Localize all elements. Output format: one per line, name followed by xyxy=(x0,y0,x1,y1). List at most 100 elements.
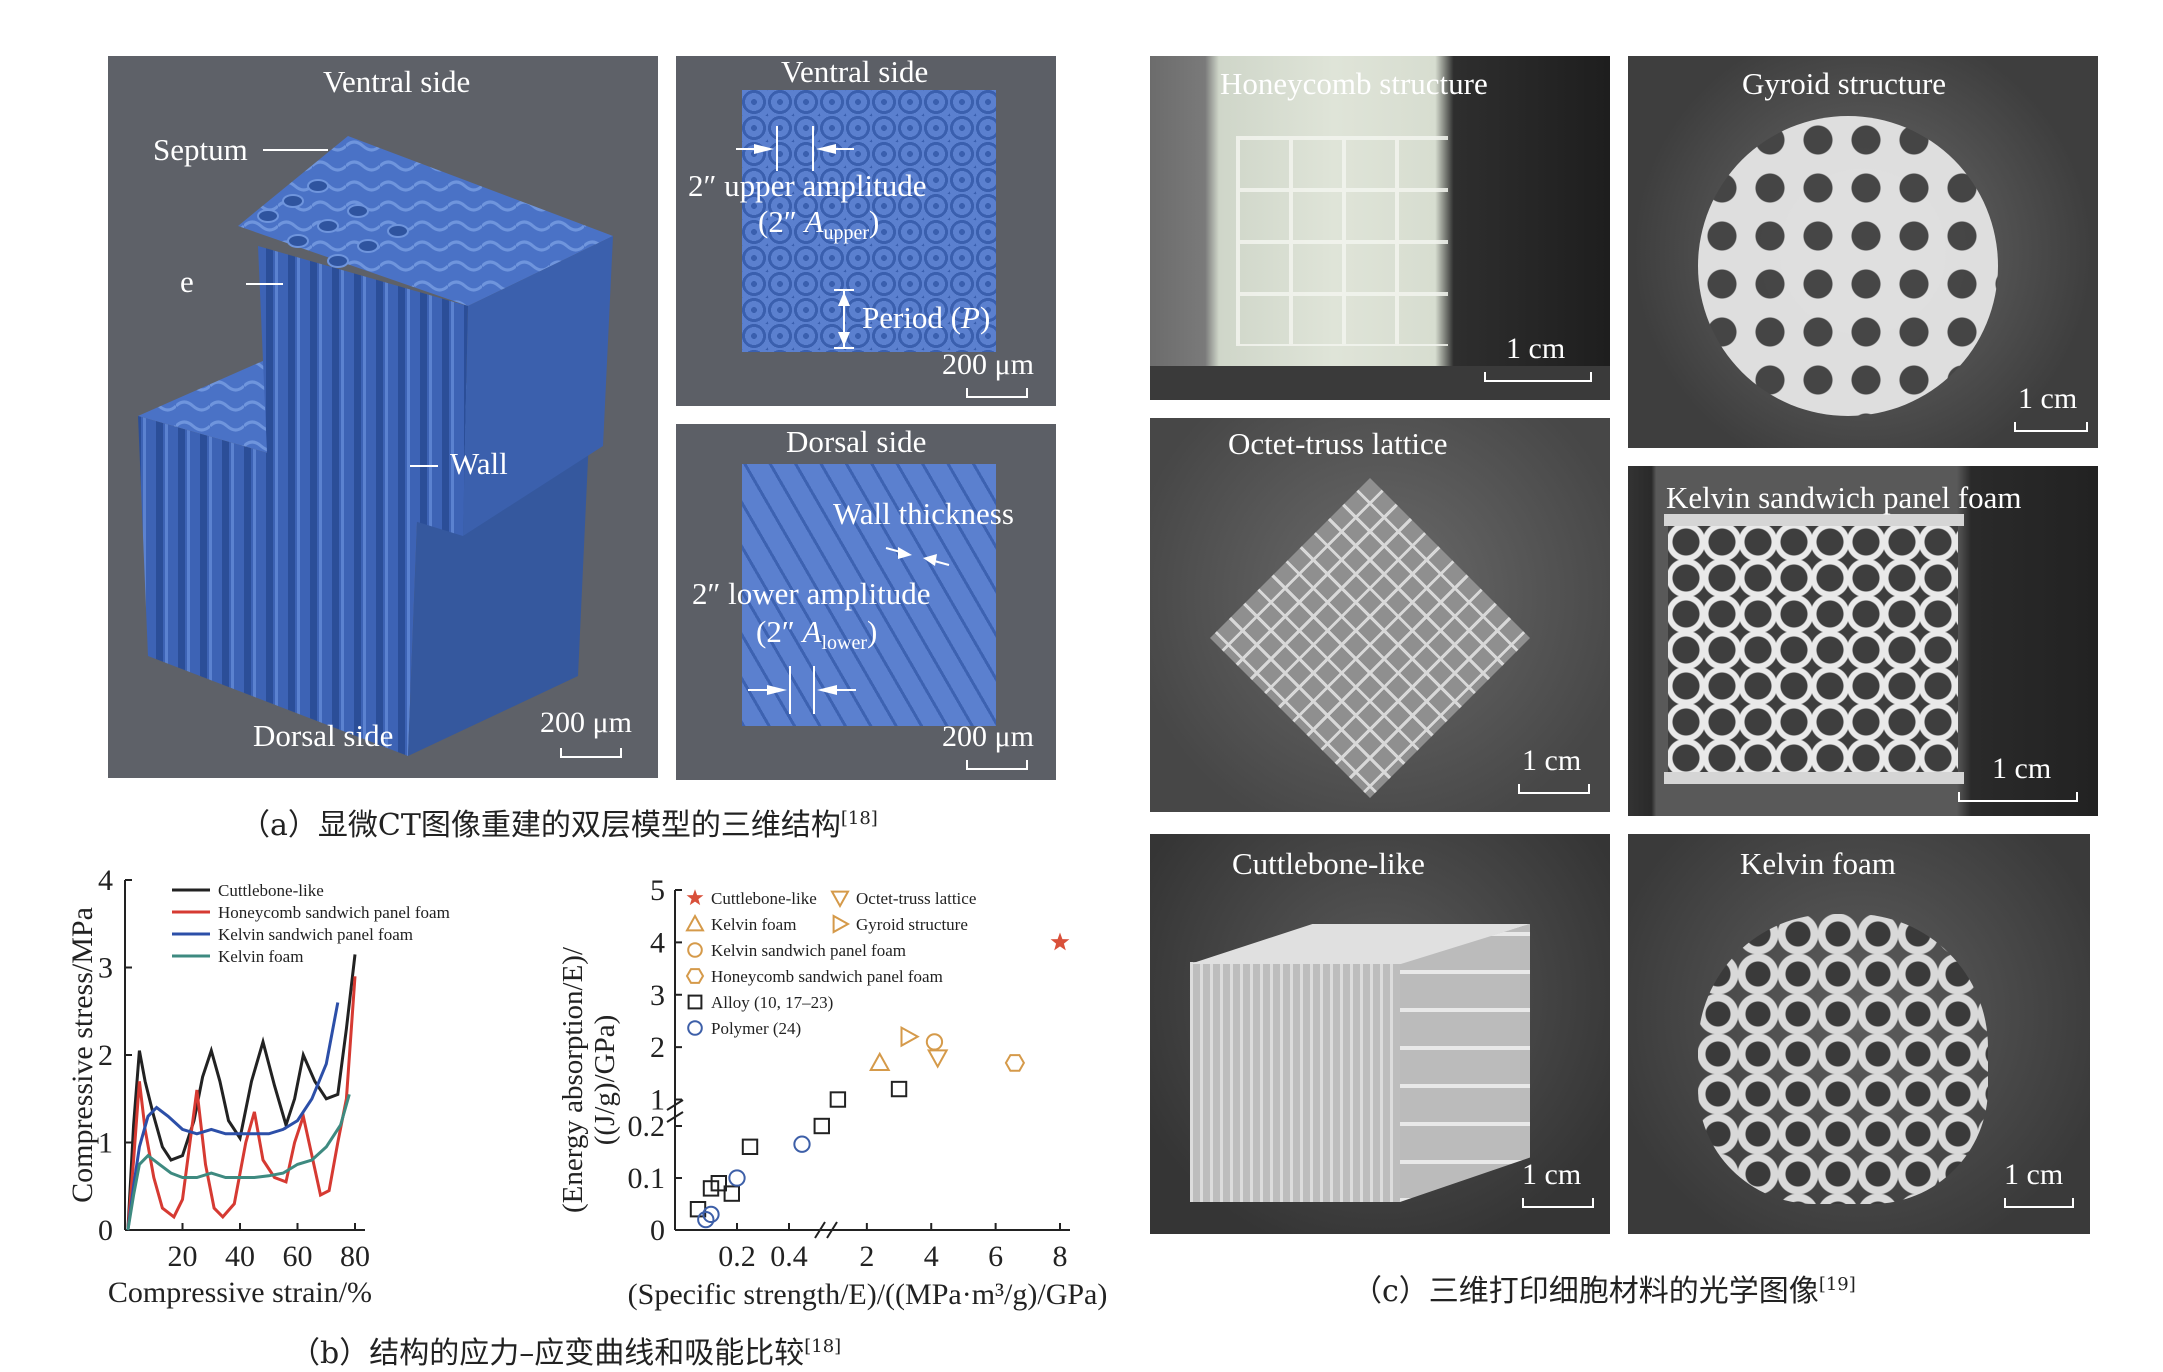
marker-circle xyxy=(687,942,703,958)
cuttlebone-3d-model-graphic xyxy=(138,136,613,756)
photo-scale-label: 1 cm xyxy=(1522,1158,1582,1191)
photo-scale-bar xyxy=(2014,422,2088,432)
marker-square xyxy=(687,994,703,1010)
y-tick-label: 4 xyxy=(650,926,665,959)
septum-label: Septum xyxy=(153,132,248,167)
photo-scale-label: 1 cm xyxy=(1506,332,1566,365)
dorsal-annotation-arrows xyxy=(748,547,950,714)
photo-kelvin-foam: Kelvin foam 1 cm xyxy=(1628,834,2090,1234)
y-tick-label: 0 xyxy=(98,1214,113,1247)
legend-label: Kelvin sandwich panel foam xyxy=(711,941,906,960)
photo-octet: Octet-truss lattice 1 cm xyxy=(1150,418,1610,812)
photo-scale-label: 1 cm xyxy=(1522,744,1582,777)
marker-circle xyxy=(925,1033,944,1051)
caption-a: （a）显微CT图像重建的双层模型的三维结构[18] xyxy=(240,808,878,843)
cuttlebone-front-face xyxy=(1190,962,1400,1202)
series-line-3 xyxy=(126,1093,351,1231)
marker-square xyxy=(813,1117,830,1135)
y-tick-label: 5 xyxy=(650,874,665,907)
x-tick-label: 60 xyxy=(283,1240,313,1273)
photo-scale-label: 1 cm xyxy=(1992,752,2052,785)
photo-cuttlebone: Cuttlebone-like 1 cm xyxy=(1150,834,1610,1234)
y-tick-label: 0 xyxy=(650,1214,665,1247)
ventral-surface-texture xyxy=(742,90,996,352)
y-axis-break xyxy=(666,1099,684,1123)
dorsal-scale-label: 200 μm xyxy=(942,720,1034,753)
period-label: Period (P) xyxy=(862,300,991,335)
photo-honeycomb: Honeycomb structure 1 cm xyxy=(1150,56,1610,400)
dorsal-side-label: Dorsal side xyxy=(253,718,394,753)
photo-title: Octet-truss lattice xyxy=(1228,426,1448,461)
marker-star xyxy=(686,889,704,906)
y-tick-label: 4 xyxy=(98,864,113,897)
upper-amplitude-label: 2″ upper amplitude xyxy=(688,168,927,203)
ct-ventral-image: Ventral side 2″ upper amplitude (2″ Aupp… xyxy=(676,56,1056,406)
legend-label: Polymer (24) xyxy=(711,1019,801,1038)
marker-hexagon xyxy=(685,968,705,984)
ventral-annotation-arrows xyxy=(736,126,854,349)
y-tick-label: 0.2 xyxy=(628,1110,666,1143)
wall-thickness-label: Wall thickness xyxy=(833,496,1014,531)
octet-object xyxy=(1210,478,1530,798)
marker-triangle-up xyxy=(685,913,705,932)
legend-label: Honeycomb sandwich panel foam xyxy=(711,967,943,986)
ct-dorsal-image: Dorsal side Wall thickness 2″ lower ampl… xyxy=(676,424,1056,780)
honeycomb-base xyxy=(1150,366,1610,400)
upper-amplitude-symbol: (2″ Aupper) xyxy=(758,204,880,245)
photo-title: Gyroid structure xyxy=(1742,66,1947,101)
x-tick-label: 8 xyxy=(1053,1240,1068,1273)
photo-scale-bar xyxy=(1484,372,1592,382)
legend-label: Gyroid structure xyxy=(856,915,968,934)
dorsal-scale-bar xyxy=(966,760,1028,770)
photo-scale-label: 1 cm xyxy=(2018,382,2078,415)
photo-scale-bar xyxy=(1522,1198,1594,1208)
y-axis-title: Compressive stress/MPa xyxy=(66,907,99,1203)
lower-amplitude-label: 2″ lower amplitude xyxy=(692,576,931,611)
marker-square xyxy=(710,1175,728,1192)
marker-circle xyxy=(702,1205,720,1224)
x-tick-label: 80 xyxy=(340,1240,370,1273)
gyroid-object xyxy=(1698,116,1998,416)
legend-label: Kelvin foam xyxy=(711,915,796,934)
marker-triangle-down xyxy=(830,890,850,909)
x-tick-label: 40 xyxy=(225,1240,255,1273)
x-axis-title: (Specific strength/E)/((MPa·m³/g)/GPa) xyxy=(628,1278,1108,1311)
kelvin-foam-object xyxy=(1698,914,1988,1204)
marker-hexagon xyxy=(1004,1054,1026,1072)
marker-star xyxy=(1050,932,1070,951)
y-tick-label: 0.1 xyxy=(628,1162,666,1195)
y-tick-label: 1 xyxy=(650,1084,665,1117)
x-tick-label: 6 xyxy=(988,1240,1003,1273)
ventral-scale-label: 200 μm xyxy=(942,348,1034,381)
kelvin-sandwich-face-top xyxy=(1664,514,1964,526)
series-line-1 xyxy=(126,976,357,1231)
photo-title: Cuttlebone-like xyxy=(1232,846,1425,881)
marker-circle xyxy=(793,1135,811,1153)
photo-scale-label: 1 cm xyxy=(2004,1158,2064,1191)
y-axis-title-line2: ((J/g)/GPa) xyxy=(589,1015,621,1145)
x-axis-break xyxy=(814,1221,838,1239)
y-tick-label: 3 xyxy=(98,952,113,985)
ventral-scale-bar xyxy=(966,388,1028,398)
ventral-side-label: Ventral side xyxy=(323,64,471,99)
kelvin-sandwich-lattice xyxy=(1668,524,1958,776)
ct-main-image: Ventral side Septum e Wall Dorsal side 2… xyxy=(108,56,658,778)
x-tick-label: 2 xyxy=(859,1240,874,1273)
series-line-0 xyxy=(126,954,357,1231)
marker-triangle-right xyxy=(900,1025,920,1048)
lower-amplitude-symbol: (2″ Alower) xyxy=(756,614,878,655)
marker-square xyxy=(723,1185,741,1202)
marker-square xyxy=(890,1080,908,1098)
y-tick-label: 2 xyxy=(650,1031,665,1064)
legend-label: Kelvin sandwich panel foam xyxy=(218,925,413,944)
photo-title: Kelvin foam xyxy=(1740,846,1896,881)
marker-triangle-up xyxy=(869,1051,891,1072)
x-tick-label: 0.2 xyxy=(718,1240,756,1273)
y-axis-title-line1: (Energy absorption/E)/ xyxy=(560,946,589,1213)
marker-circle xyxy=(728,1169,746,1187)
photo-scale-bar xyxy=(2004,1198,2074,1208)
photo-scale-bar xyxy=(1518,784,1590,794)
photo-title: Honeycomb structure xyxy=(1220,66,1488,101)
